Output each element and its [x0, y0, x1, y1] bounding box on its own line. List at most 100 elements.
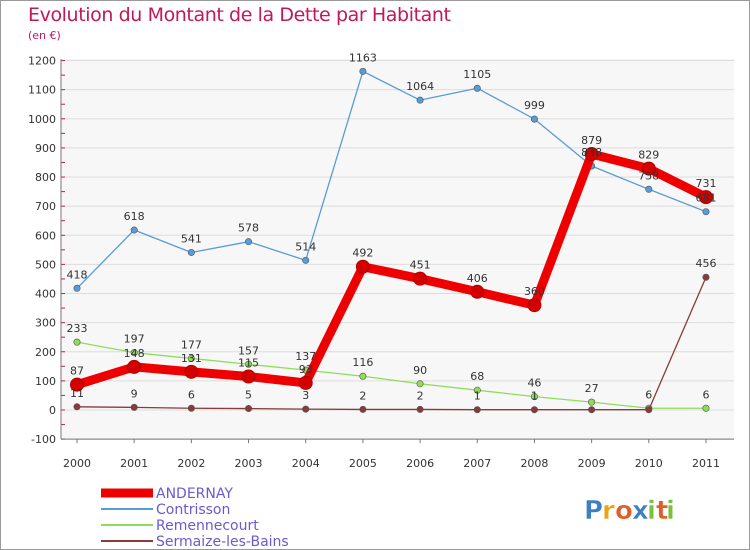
data-point [241, 369, 256, 384]
y-axis-tick-labels: -100 0 100 200 300 400 500 600 700 800 900 1000 1100… [28, 55, 56, 447]
data-label: 618 [124, 210, 145, 223]
data-label: 758 [638, 169, 659, 182]
x-tick-label: 2006 [406, 457, 434, 470]
data-label: 5 [245, 389, 252, 402]
x-tick-label: 2008 [520, 457, 548, 470]
data-point [702, 273, 710, 281]
x-tick-label: 2005 [349, 457, 377, 470]
series-line [76, 276, 707, 411]
data-point [588, 406, 596, 414]
data-label: 93 [299, 363, 313, 376]
y-tick-label: 100 [35, 375, 56, 388]
data-point [359, 405, 367, 413]
data-point [184, 364, 199, 379]
data-point [530, 406, 538, 414]
y-tick-label: -100 [31, 433, 56, 446]
y-tick-label: 1200 [28, 55, 56, 68]
logo-letter: o [615, 496, 633, 526]
y-tick-label: 900 [35, 142, 56, 155]
x-tick-label: 2004 [292, 457, 320, 470]
x-tick-label: 2011 [692, 457, 720, 470]
x-tick-label: 2001 [120, 457, 148, 470]
data-label: 1105 [463, 68, 491, 81]
data-label: 1163 [349, 51, 377, 64]
data-point [302, 256, 310, 264]
data-label: 514 [295, 240, 316, 253]
x-tick-label: 2010 [635, 457, 663, 470]
data-point [359, 372, 367, 380]
logo-letter: i [666, 496, 675, 526]
data-label: 1 [474, 390, 481, 403]
data-point [416, 405, 424, 413]
data-point [413, 271, 428, 286]
data-point [416, 96, 424, 104]
data-label: 11 [70, 387, 84, 400]
y-tick-label: 400 [35, 288, 56, 301]
data-point [530, 393, 538, 401]
data-point [359, 67, 367, 75]
x-axis-tick-labels: 2000 2001 2002 2003 2004 2005 2006 2007 2008 2009… [63, 439, 720, 470]
data-point [130, 403, 138, 411]
data-label: 360 [524, 285, 545, 298]
data-label: 115 [238, 357, 259, 370]
legend-label: ANDERNAY [156, 486, 233, 502]
data-point [130, 226, 138, 234]
data-point [70, 377, 84, 392]
data-point [73, 403, 81, 411]
data-label: 451 [410, 259, 431, 272]
data-label: 879 [581, 134, 602, 147]
data-point [645, 406, 653, 414]
data-label: 233 [67, 322, 88, 335]
data-label: 27 [585, 382, 599, 395]
data-point [245, 405, 253, 413]
data-point [355, 259, 370, 274]
data-label: 1064 [406, 80, 434, 93]
data-label: 9 [131, 387, 138, 400]
data-label: 6 [188, 388, 195, 401]
data-label: 148 [124, 347, 145, 360]
data-label: 838 [581, 146, 602, 159]
data-point [584, 147, 599, 162]
data-point [73, 284, 81, 292]
data-label: 87 [70, 365, 84, 378]
data-point [127, 359, 142, 374]
data-label: 541 [181, 232, 202, 245]
data-point [473, 406, 481, 414]
data-label: 731 [695, 177, 716, 190]
data-label: 829 [638, 149, 659, 162]
data-label: 406 [467, 272, 488, 285]
data-label: 68 [470, 370, 484, 383]
data-point [245, 360, 253, 368]
data-label: 2 [417, 389, 424, 402]
data-label: 681 [695, 192, 716, 205]
y-tick-label: 1100 [28, 84, 56, 97]
data-point [187, 404, 195, 412]
logo-letter: P [584, 496, 603, 526]
logo-letter: r [602, 496, 615, 526]
data-label: 3 [302, 389, 309, 402]
data-label: 90 [413, 364, 427, 377]
data-point [588, 398, 596, 406]
legend-label: Sermaize-les-Bains [156, 534, 289, 549]
data-point [530, 115, 538, 123]
data-point [645, 185, 653, 193]
data-label: 492 [352, 247, 373, 260]
x-tick-label: 2000 [63, 457, 91, 470]
data-label: 197 [124, 333, 145, 346]
series-andernay [70, 147, 713, 392]
data-point [302, 405, 310, 413]
series-line [72, 149, 711, 390]
proxiti-logo: Pr o xi ti [584, 496, 675, 527]
logo-letter: x [632, 496, 649, 526]
data-label: 456 [695, 257, 716, 270]
data-label: 578 [238, 222, 259, 235]
x-tick-label: 2009 [578, 457, 606, 470]
data-label: 1 [531, 390, 538, 403]
data-label: 6 [645, 388, 652, 401]
data-point [698, 190, 713, 205]
data-point [416, 380, 424, 388]
y-tick-label: 0 [49, 404, 56, 417]
legend-label: Contrisson [156, 502, 230, 518]
